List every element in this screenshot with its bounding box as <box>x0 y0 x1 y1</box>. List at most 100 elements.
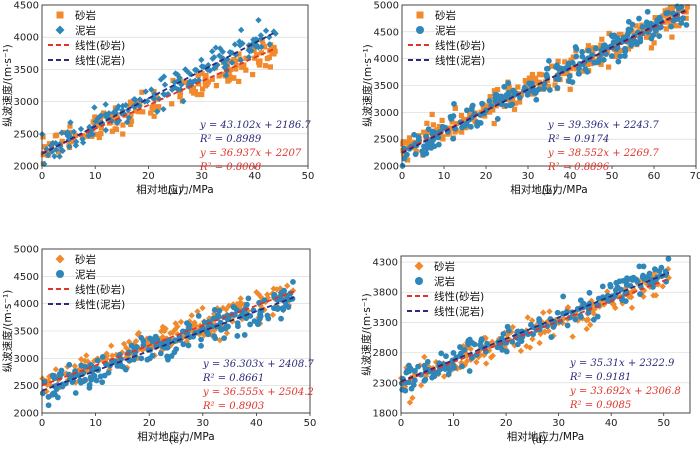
sandstone-point <box>613 49 619 55</box>
sandstone-point <box>264 291 271 298</box>
mudstone-point <box>49 390 56 397</box>
mudstone-point <box>262 27 270 34</box>
mudstone-point <box>82 376 89 383</box>
mudstone-point <box>544 65 551 72</box>
mudstone-point <box>503 348 510 355</box>
sandstone-point <box>473 358 480 366</box>
legend-marker <box>55 254 65 264</box>
mudstone-point <box>66 361 73 368</box>
mudstone-point <box>412 151 419 158</box>
mudstone-point <box>615 58 622 65</box>
mudstone-point <box>206 67 214 74</box>
mudstone-point <box>530 331 537 338</box>
y-tick-label: 4000 <box>14 33 39 44</box>
mudstone-point <box>58 147 66 154</box>
mudstone-point <box>180 341 187 348</box>
mudstone-point <box>651 266 658 273</box>
sandstone-point <box>605 64 612 70</box>
sandstone-point <box>96 134 102 141</box>
sandstone-point <box>467 112 473 118</box>
sandstone-point <box>676 23 682 29</box>
mudstone-point <box>51 153 58 160</box>
mudstone-point <box>586 289 593 296</box>
mudstone-point <box>86 382 93 388</box>
mudstone-point <box>258 43 265 51</box>
sandstone-point <box>506 84 512 90</box>
mudstone-point <box>149 338 156 345</box>
mudstone-point <box>160 90 167 98</box>
x-tick-label: 0 <box>398 418 404 429</box>
legend-marker-icon <box>415 277 423 285</box>
mudstone-point <box>78 362 85 369</box>
sandstone-point <box>135 329 142 337</box>
mudstone-point <box>168 86 176 93</box>
trendline-mudstone <box>401 8 689 154</box>
panel-d: 1800 2300 2800 3300 3800 4300 0 10 20 30 40 50 砂岩泥岩线… <box>360 255 691 446</box>
mudstone-point <box>221 335 228 342</box>
mudstone-point <box>189 78 197 86</box>
sandstone-point <box>250 71 256 78</box>
mudstone-point <box>501 83 508 90</box>
sandstone-point <box>264 55 270 62</box>
sandstone-point <box>233 66 239 72</box>
sandstone-point <box>213 83 220 89</box>
sandstone-point <box>552 82 558 88</box>
sandstone-point <box>663 26 669 32</box>
sandstone-point <box>256 62 263 68</box>
mudstone-point <box>548 334 555 340</box>
sandstone-point <box>549 63 555 69</box>
r-squared-label: R² = 0.9085 <box>569 400 631 411</box>
sandstone-point <box>564 304 571 312</box>
plot-frame <box>41 4 309 167</box>
mudstone-point <box>94 114 102 122</box>
mudstone-point <box>643 19 650 26</box>
mudstone-point <box>445 371 452 378</box>
sandstone-point <box>112 126 118 132</box>
sandstone-point <box>220 71 226 77</box>
sandstone-point <box>199 86 206 92</box>
sandstone-point <box>108 342 115 350</box>
sandstone-point <box>236 78 242 85</box>
x-tick-label: 20 <box>143 418 156 429</box>
r-squared-label: R² = 0.9181 <box>569 372 631 383</box>
mudstone-point <box>180 98 187 105</box>
fit-equation: y = 43.102x + 2186.7 <box>199 120 311 131</box>
mudstone-point <box>237 56 244 64</box>
fit-equation: y = 36.937x + 2207 <box>199 148 302 159</box>
sandstone-point <box>267 64 273 70</box>
sandstone-point <box>255 291 262 298</box>
mudstone-point <box>467 123 474 130</box>
mudstone-point <box>270 28 278 35</box>
y-tick-label: 3500 <box>14 327 39 338</box>
mudstone-point <box>484 340 490 347</box>
mudstone-point <box>72 142 80 149</box>
y-tick-label: 4500 <box>374 27 399 38</box>
mudstone-point <box>443 353 449 360</box>
mudstone-point <box>438 350 445 357</box>
mudstone-point <box>94 357 101 364</box>
fit-equation: y = 36.555x + 2504.2 <box>202 387 314 398</box>
mudstone-point <box>516 94 523 101</box>
sandstone-point <box>545 327 552 335</box>
mudstone-point <box>505 89 512 96</box>
mudstone-point <box>464 107 470 114</box>
mudstone-point <box>117 363 124 369</box>
sandstone-point <box>237 295 244 302</box>
mudstone-point <box>507 102 514 109</box>
sandstone-point <box>598 61 604 67</box>
mudstone-point <box>48 148 56 155</box>
sandstone-point <box>580 68 586 74</box>
sandstone-point <box>239 64 245 70</box>
sandstone-point <box>653 31 659 37</box>
sandstone-point <box>227 58 233 64</box>
mudstone-point <box>67 119 74 126</box>
sandstone-point <box>511 106 518 112</box>
sandstone-point <box>243 55 249 61</box>
sandstone-point <box>255 59 262 65</box>
sandstone-point <box>659 283 667 290</box>
mudstone-point <box>235 323 241 330</box>
sandstone-point <box>421 353 428 361</box>
mudstone-point <box>49 372 56 379</box>
mudstone-point <box>212 44 220 51</box>
x-tick-label: 0 <box>39 171 45 182</box>
